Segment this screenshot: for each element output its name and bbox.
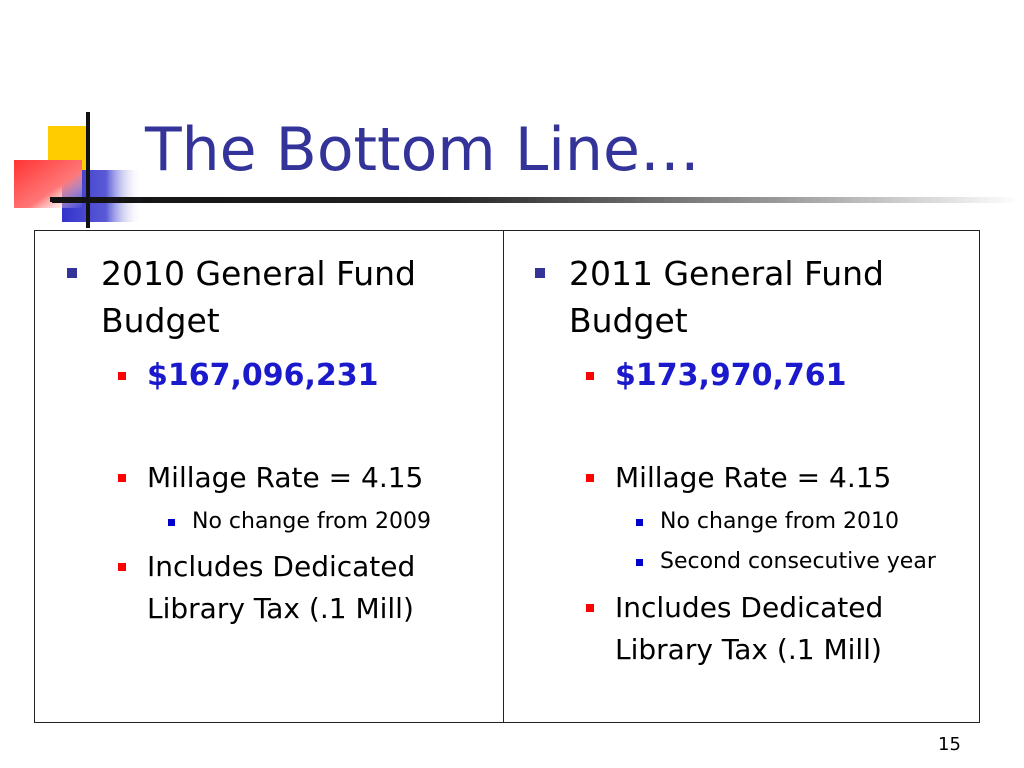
square-bullet-icon <box>586 474 594 482</box>
budget-2011-heading: 2011 General Fund Budget <box>535 250 884 344</box>
decorative-logo-icon <box>14 112 142 228</box>
square-bullet-icon <box>67 268 77 278</box>
budget-2010-library-tax: Includes Dedicated Library Tax (.1 Mill) <box>118 546 415 630</box>
budget-2010-heading: 2010 General Fund Budget <box>67 250 416 344</box>
budget-2011-amount: $173,970,761 <box>586 355 847 397</box>
square-bullet-icon <box>168 519 175 526</box>
square-bullet-icon <box>586 372 594 380</box>
budget-2011-millage: Millage Rate = 4.15 <box>586 457 891 499</box>
budget-comparison-table: 2010 General Fund Budget $167,096,231 Mi… <box>34 230 980 723</box>
page-number: 15 <box>938 734 961 755</box>
budget-2011-library-tax: Includes Dedicated Library Tax (.1 Mill) <box>586 587 883 671</box>
square-bullet-icon <box>636 559 643 566</box>
title-divider <box>52 197 1020 203</box>
square-bullet-icon <box>636 519 643 526</box>
square-bullet-icon <box>118 474 126 482</box>
budget-2011-column: 2011 General Fund Budget $173,970,761 Mi… <box>504 231 979 722</box>
square-bullet-icon <box>535 268 545 278</box>
square-bullet-icon <box>118 372 126 380</box>
square-bullet-icon <box>118 563 126 571</box>
square-bullet-icon <box>586 604 594 612</box>
budget-2010-millage: Millage Rate = 4.15 <box>118 457 423 499</box>
budget-2010-column: 2010 General Fund Budget $167,096,231 Mi… <box>35 231 504 722</box>
budget-2010-millage-note: No change from 2009 <box>168 507 431 537</box>
budget-2010-amount: $167,096,231 <box>118 355 379 397</box>
budget-2011-consecutive-note: Second consecutive year <box>636 547 936 577</box>
slide-title: The Bottom Line… <box>145 115 700 185</box>
budget-2011-millage-note: No change from 2010 <box>636 507 899 537</box>
